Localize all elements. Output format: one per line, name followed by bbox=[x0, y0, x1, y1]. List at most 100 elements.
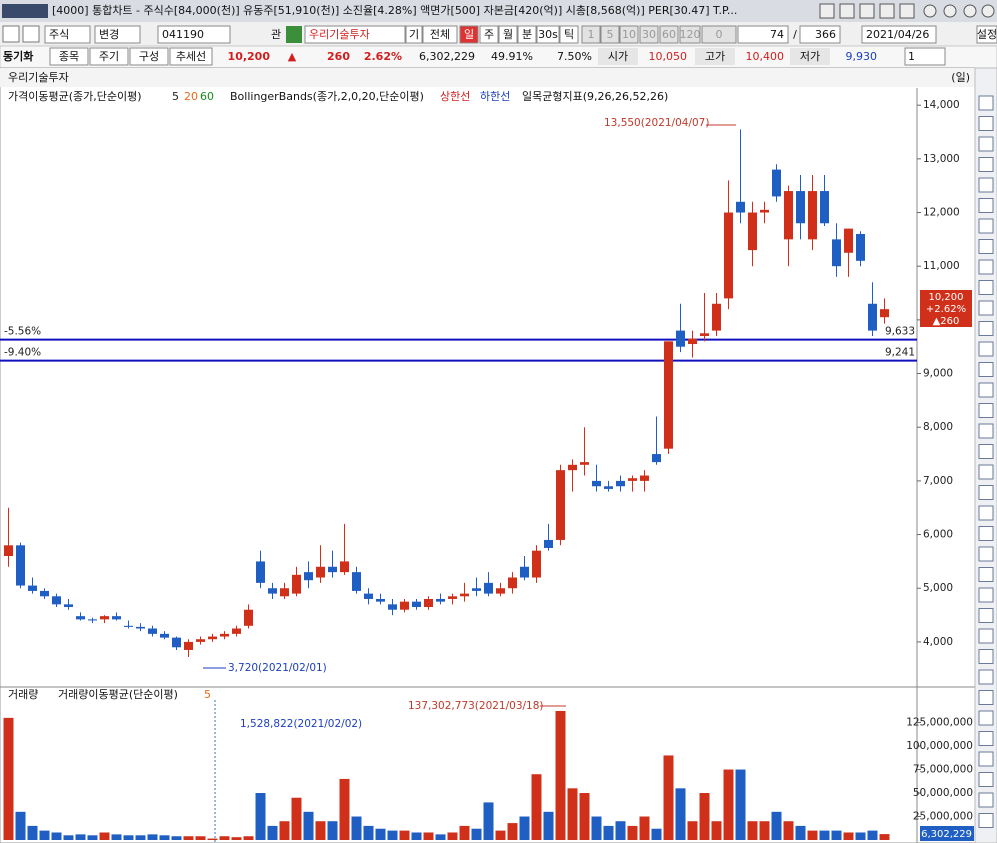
tool-icon[interactable] bbox=[978, 177, 994, 193]
tool-icon[interactable] bbox=[978, 587, 994, 603]
tool-icon[interactable] bbox=[978, 321, 994, 336]
tool-icon[interactable] bbox=[978, 649, 994, 664]
tool-icon[interactable] bbox=[978, 259, 994, 275]
volume-bar bbox=[783, 821, 794, 840]
tool-icon[interactable] bbox=[978, 628, 994, 644]
toolbar-button[interactable] bbox=[976, 25, 997, 44]
tool-icon[interactable] bbox=[978, 731, 994, 746]
toolbar-button[interactable] bbox=[904, 47, 946, 66]
win-btn[interactable] bbox=[923, 4, 937, 18]
tool-icon[interactable] bbox=[978, 136, 994, 152]
volume-bar bbox=[183, 836, 194, 840]
toolbar-button[interactable] bbox=[659, 25, 679, 44]
toolbar-button[interactable] bbox=[169, 47, 213, 66]
tool-icon[interactable] bbox=[978, 608, 994, 623]
candle-body bbox=[388, 604, 397, 610]
tool-icon[interactable] bbox=[978, 751, 994, 767]
candle-body bbox=[772, 169, 781, 197]
tool-icon[interactable] bbox=[978, 116, 994, 131]
toolbar-button[interactable] bbox=[459, 25, 479, 44]
tool-icon[interactable] bbox=[978, 464, 994, 480]
toolbar-button[interactable] bbox=[517, 25, 537, 44]
toolbar-button[interactable] bbox=[157, 25, 231, 44]
win-btn[interactable] bbox=[859, 3, 875, 19]
tool-icon[interactable] bbox=[978, 526, 994, 541]
tool-icon[interactable] bbox=[978, 567, 994, 582]
toolbar-button[interactable] bbox=[737, 25, 789, 44]
tool-icon[interactable] bbox=[978, 362, 994, 377]
toolbar-button[interactable] bbox=[498, 25, 518, 44]
candle-body bbox=[880, 309, 889, 318]
tool-icon[interactable] bbox=[978, 218, 994, 234]
toolbar-label: 30 bbox=[642, 28, 656, 41]
candle-body bbox=[592, 480, 601, 487]
win-btn[interactable] bbox=[819, 3, 835, 19]
icon[interactable] bbox=[2, 25, 20, 43]
toolbar-button[interactable] bbox=[129, 47, 169, 66]
tool-icon[interactable] bbox=[978, 546, 994, 562]
tool-icon[interactable] bbox=[978, 239, 994, 254]
tool-icon[interactable] bbox=[978, 95, 994, 111]
toolbar-button[interactable] bbox=[639, 25, 659, 44]
tool-icon[interactable] bbox=[978, 792, 994, 808]
icon[interactable] bbox=[286, 26, 302, 43]
toolbar-button[interactable] bbox=[581, 25, 601, 44]
toolbar-button[interactable] bbox=[861, 25, 937, 44]
win-btn[interactable] bbox=[879, 3, 895, 19]
toolbar-button[interactable] bbox=[89, 47, 129, 66]
tool-icon[interactable] bbox=[978, 813, 994, 828]
volume-bar bbox=[831, 830, 842, 840]
toolbar-button[interactable] bbox=[49, 47, 89, 66]
icon[interactable] bbox=[22, 25, 40, 43]
volume-bar bbox=[243, 836, 254, 840]
tool-icon[interactable] bbox=[978, 300, 994, 316]
toolbar-button[interactable] bbox=[304, 25, 406, 44]
toolbar-button[interactable] bbox=[600, 25, 620, 44]
win-btn[interactable] bbox=[963, 4, 977, 18]
tool-icon[interactable] bbox=[978, 690, 994, 705]
toolbar-button[interactable] bbox=[799, 25, 841, 44]
tool-icon[interactable] bbox=[978, 505, 994, 521]
tool-icon[interactable] bbox=[978, 157, 994, 172]
toolbar-button[interactable] bbox=[619, 25, 639, 44]
toolbar-label: 변경 bbox=[99, 28, 119, 41]
y-tick-label: 50,000,000 bbox=[913, 787, 973, 799]
legend-item: 일목균형지표(9,26,26,52,26) bbox=[522, 89, 668, 103]
tool-icon[interactable] bbox=[978, 772, 994, 787]
toolbar-button[interactable] bbox=[479, 25, 499, 44]
toolbar-button[interactable] bbox=[701, 25, 737, 44]
tool-icon[interactable] bbox=[978, 341, 994, 357]
candle-body bbox=[208, 636, 217, 640]
toolbar-button[interactable] bbox=[559, 25, 579, 44]
toolbar-button[interactable] bbox=[44, 25, 91, 44]
annotation: 13,550(2021/04/07) bbox=[604, 117, 709, 129]
logo bbox=[2, 4, 48, 18]
candle-body bbox=[16, 545, 25, 586]
tool-icon[interactable] bbox=[978, 423, 994, 439]
win-btn[interactable] bbox=[943, 4, 957, 18]
tool-icon[interactable] bbox=[978, 280, 994, 295]
win-btn[interactable] bbox=[981, 4, 995, 18]
window-buttons[interactable] bbox=[819, 3, 995, 19]
tool-icon[interactable] bbox=[978, 444, 994, 459]
tool-icon[interactable] bbox=[978, 485, 994, 500]
toolbar-button[interactable] bbox=[536, 25, 560, 44]
candle-body bbox=[844, 228, 853, 253]
tool-icon[interactable] bbox=[978, 669, 994, 685]
tool-icon[interactable] bbox=[978, 710, 994, 726]
tool-icon[interactable] bbox=[978, 198, 994, 213]
candle-body bbox=[412, 601, 421, 608]
toolbar-button[interactable] bbox=[422, 25, 458, 44]
volume-bar bbox=[663, 755, 674, 840]
volume-box bbox=[920, 826, 974, 841]
legend-item: 20 bbox=[184, 90, 198, 103]
toolbar-button[interactable] bbox=[94, 25, 141, 44]
win-btn[interactable] bbox=[899, 3, 915, 19]
tool-icon[interactable] bbox=[978, 403, 994, 418]
volume-bar bbox=[15, 811, 26, 840]
toolbar-button[interactable] bbox=[679, 25, 701, 44]
toolbar-button[interactable] bbox=[405, 25, 423, 44]
candle-body bbox=[568, 464, 577, 471]
tool-icon[interactable] bbox=[978, 382, 994, 398]
win-btn[interactable] bbox=[839, 3, 855, 19]
